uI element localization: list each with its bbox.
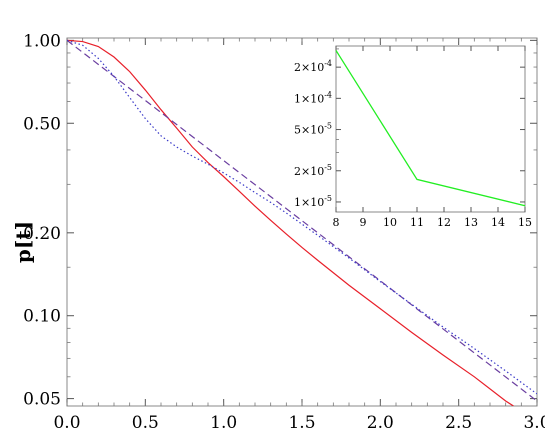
- inset-x-tick-label: 15: [518, 216, 532, 229]
- y-tick-label: 0.05: [23, 390, 61, 410]
- inset-y-tick-mantissa: 5: [294, 124, 301, 137]
- inset-y-tick-times: ×10: [301, 124, 324, 137]
- inset-y-tick-label: 2×10-4: [294, 59, 332, 74]
- inset-y-tick-label: 1×10-5: [294, 194, 332, 209]
- x-tick-label: 0.5: [132, 413, 159, 433]
- inset-x-tick-label: 10: [383, 216, 397, 229]
- inset-series-line: [335, 50, 526, 207]
- inset-y-tick-label: 1×10-4: [294, 90, 332, 105]
- inset-y-tick-exponent: -5: [324, 163, 332, 172]
- inset-x-tick-label: 11: [410, 216, 424, 229]
- inset-y-tick-times: ×10: [301, 165, 324, 178]
- inset-y-tick-times: ×10: [301, 92, 324, 105]
- inset-x-tick-label: 12: [437, 216, 451, 229]
- inset-y-tick-mantissa: 1: [294, 92, 301, 105]
- inset-y-tick-exponent: -5: [324, 194, 332, 203]
- inset-x-tick-label: 8: [333, 216, 340, 229]
- y-tick-label: 1.00: [23, 31, 61, 51]
- y-tick-label: 0.20: [23, 224, 61, 244]
- inset-y-tick-mantissa: 1: [294, 196, 301, 209]
- x-tick-label: 1.5: [288, 413, 315, 433]
- inset-x-tick-label: 9: [360, 216, 367, 229]
- x-tick-label: 0.0: [53, 413, 80, 433]
- inset-frame: [335, 45, 526, 213]
- inset-y-tick-times: ×10: [301, 61, 324, 74]
- inset-y-tick-times: ×10: [301, 196, 324, 209]
- inset-y-tick-mantissa: 2: [294, 165, 301, 178]
- inset-y-tick-exponent: -4: [324, 90, 332, 99]
- x-tick-label: 2.0: [367, 413, 394, 433]
- y-axis-label: p[t]: [11, 221, 35, 263]
- x-tick-label: 1.0: [210, 413, 237, 433]
- inset-plot: 8 9 10 11 12 13 14 152×10-41×10-45×10-52×10-51×…: [294, 45, 532, 229]
- inset-y-tick-label: 5×10-5: [294, 122, 332, 137]
- main-plot: 0.0 0.5 1.0 1.5 2.0 2.5 3.0 1.00 0.50 0.20 0.10 0.0…: [23, 31, 545, 433]
- inset-x-tick-label: 13: [464, 216, 478, 229]
- inset-y-tick-exponent: -4: [324, 59, 332, 68]
- inset-x-tick-label: 14: [491, 216, 505, 229]
- series-line-solid: [67, 39, 514, 406]
- y-tick-label: 0.50: [23, 114, 61, 134]
- inset-y-tick-mantissa: 2: [294, 61, 301, 74]
- x-tick-label: 2.5: [445, 413, 472, 433]
- series-line-dotted: [67, 39, 537, 395]
- x-tick-label: 3.0: [523, 413, 545, 433]
- inset-background: [336, 46, 525, 212]
- inset-y-tick-label: 2×10-5: [294, 163, 332, 178]
- inset-y-tick-exponent: -5: [324, 122, 332, 131]
- y-tick-label: 0.10: [23, 307, 61, 327]
